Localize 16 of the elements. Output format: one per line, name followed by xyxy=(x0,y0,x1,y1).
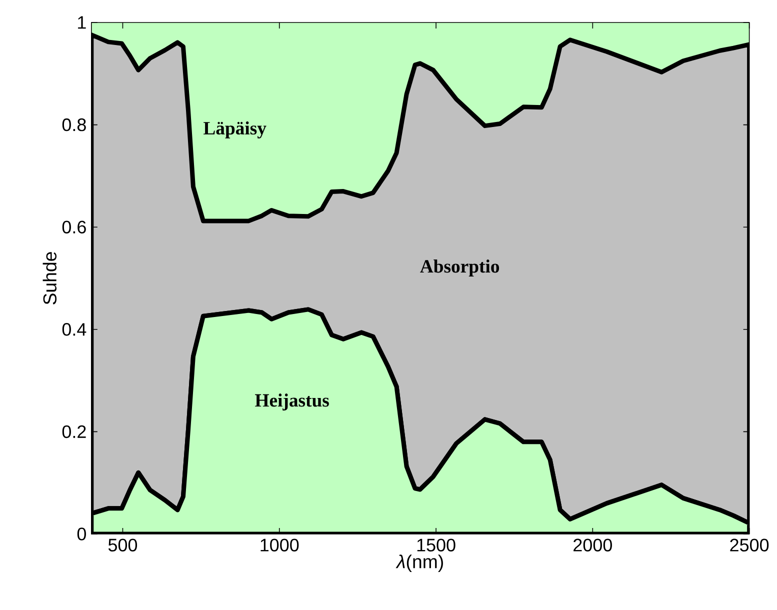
y-tick-label: 0 xyxy=(77,528,86,540)
x-tick-label: 1500 xyxy=(417,538,456,552)
y-axis-title: Suhde xyxy=(42,252,57,304)
y-tick-label: 1 xyxy=(78,16,86,29)
x-tick-label: 2500 xyxy=(730,538,769,552)
annotation: Absorptio xyxy=(420,260,500,276)
y-tick-label: 0.8 xyxy=(62,118,86,132)
annotation: Heijastus xyxy=(255,394,329,410)
y-tick-label: 0.2 xyxy=(62,425,86,438)
annotation: Läpäisy xyxy=(204,121,266,138)
x-axis-title: λ(nm) xyxy=(396,554,443,572)
y-tick-label: 0.4 xyxy=(62,323,86,336)
y-tick-label: 0.6 xyxy=(62,220,86,234)
x-tick-label: 500 xyxy=(108,538,138,552)
x-tick-label: 2000 xyxy=(574,538,612,552)
x-tick-label: 1000 xyxy=(260,538,299,552)
